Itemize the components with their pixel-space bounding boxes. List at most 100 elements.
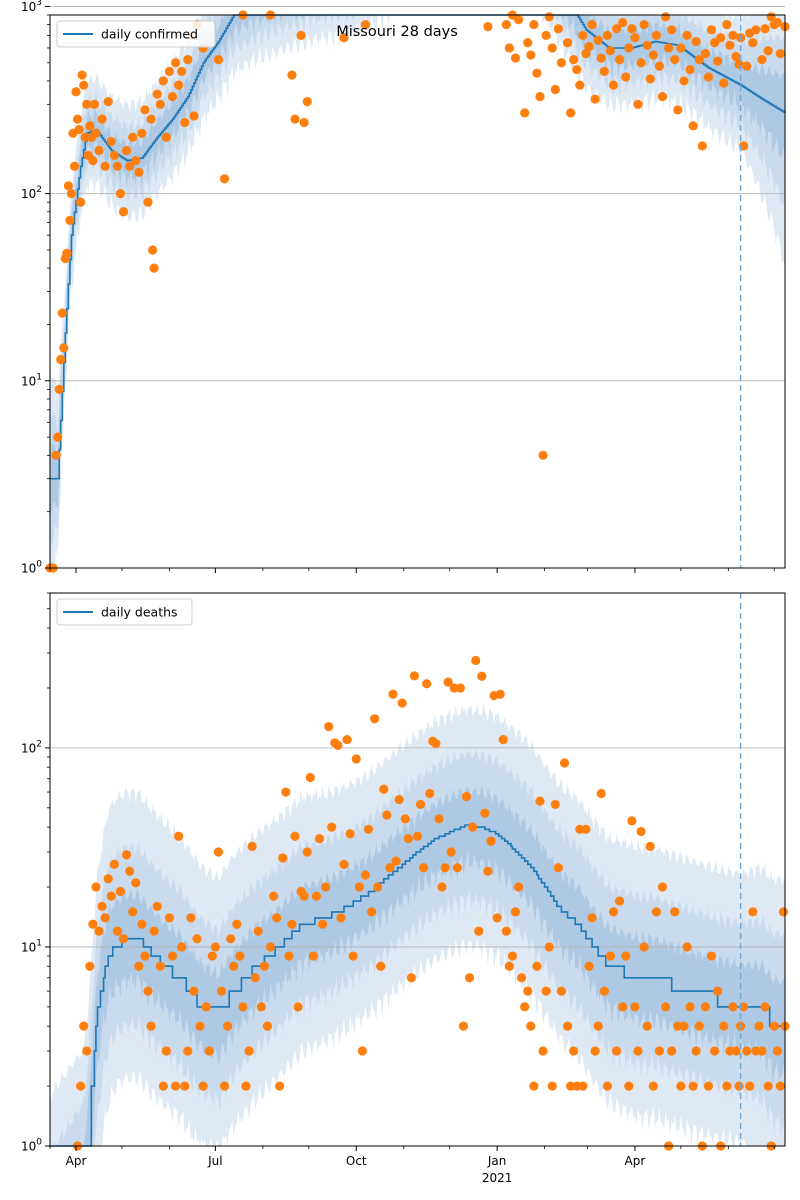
confirmed-observed-point	[667, 25, 677, 35]
deaths-observed-point	[550, 799, 560, 810]
confirmed-observed-point	[596, 53, 606, 63]
deaths-observed-point	[703, 1081, 714, 1091]
confirmed-observed-point	[183, 54, 193, 65]
deaths-observed-point	[578, 1081, 588, 1091]
confirmed-observed-point	[106, 136, 116, 147]
confirmed-observed-point	[739, 141, 749, 151]
confirmed-observed-point	[504, 43, 514, 53]
deaths-legend: daily deaths	[56, 598, 193, 626]
confirmed-observed-point	[69, 161, 80, 171]
deaths-observed-point	[174, 831, 184, 841]
confirmed-observed-point	[53, 432, 63, 442]
deaths-observed-point	[79, 1021, 89, 1031]
deaths-observed-point	[639, 942, 649, 952]
confirmed-observed-point	[501, 19, 511, 30]
deaths-observed-point	[569, 1046, 579, 1056]
deaths-observed-point	[180, 1081, 190, 1091]
deaths-observed-point	[642, 1021, 652, 1031]
confirmed-observed-point	[109, 150, 119, 161]
confirmed-observed-point	[709, 38, 720, 48]
deaths-y-tick-label: 100	[21, 1138, 42, 1154]
deaths-observed-point	[520, 1002, 530, 1012]
confirmed-observed-point	[189, 111, 199, 121]
confirmed-observed-point	[100, 161, 110, 171]
deaths-observed-point	[290, 831, 300, 841]
x-tick-label: Jul	[207, 1154, 222, 1168]
deaths-observed-point	[541, 986, 551, 996]
confirmed-observed-point	[483, 22, 493, 32]
deaths-observed-point	[128, 907, 138, 917]
deaths-observed-point	[745, 1081, 755, 1091]
confirmed-observed-point	[772, 17, 782, 28]
deaths-observed-point	[198, 1081, 208, 1091]
deaths-observed-point	[691, 1046, 701, 1056]
deaths-observed-point	[183, 1046, 193, 1056]
confirmed-observed-point	[287, 70, 297, 80]
deaths-observed-point	[314, 834, 325, 844]
deaths-observed-point	[259, 961, 269, 971]
deaths-observed-point	[412, 831, 423, 841]
deaths-observed-point	[131, 878, 141, 888]
deaths-observed-point	[201, 1002, 211, 1012]
confirmed-observed-point	[339, 33, 349, 43]
deaths-observed-point	[556, 986, 567, 996]
confirmed-observed-point	[302, 97, 312, 107]
confirmed-observed-point	[164, 66, 175, 76]
deaths-observed-point	[149, 926, 159, 936]
confirmed-observed-point	[633, 99, 643, 109]
confirmed-y-tick-label: 103	[21, 0, 42, 14]
confirmed-observed-point	[728, 30, 738, 41]
confirmed-x-ticks	[49, 568, 775, 573]
confirmed-observed-point	[529, 19, 539, 30]
deaths-observed-point	[284, 951, 294, 961]
deaths-observed-point	[82, 1046, 92, 1056]
confirmed-observed-point	[775, 48, 786, 59]
deaths-observed-point	[778, 907, 789, 917]
deaths-observed-point	[302, 847, 312, 857]
confirmed-observed-point	[62, 248, 72, 258]
deaths-observed-point	[317, 919, 328, 929]
deaths-observed-point	[366, 907, 377, 917]
deaths-model-line	[50, 824, 785, 1147]
deaths-observed-point	[287, 919, 297, 929]
deaths-observed-point	[370, 714, 380, 724]
deaths-observed-point	[734, 1081, 744, 1091]
deaths-observed-point	[657, 882, 668, 892]
deaths-band-2	[50, 748, 785, 1146]
confirmed-observed-point	[624, 43, 634, 53]
confirmed-observed-point	[664, 43, 674, 53]
deaths-observed-point	[763, 1081, 773, 1091]
confirmed-observed-point	[742, 61, 752, 71]
confirmed-observed-point	[575, 80, 585, 90]
deaths-observed-point	[397, 698, 407, 708]
confirmed-observed-point	[605, 46, 616, 56]
deaths-observed-point	[559, 758, 570, 768]
deaths-observed-point	[379, 784, 389, 794]
confirmed-observed-point	[547, 43, 557, 53]
deaths-observed-point	[186, 913, 196, 923]
confirmed-observed-point	[51, 450, 61, 460]
confirmed-observed-point	[636, 58, 646, 68]
deaths-observed-point	[492, 913, 502, 923]
deaths-observed-point	[94, 926, 104, 936]
confirmed-observed-point	[74, 124, 84, 135]
confirmed-observed-point	[703, 72, 714, 82]
deaths-observed-point	[547, 1081, 557, 1091]
deaths-observed-point	[376, 961, 386, 971]
deaths-observed-point	[137, 919, 147, 929]
deaths-observed-point	[238, 1002, 248, 1012]
deaths-observed-point	[446, 847, 456, 857]
deaths-observed-point	[760, 1002, 770, 1012]
confirmed-observed-point	[88, 156, 98, 166]
confirmed-observed-point	[748, 38, 758, 48]
deaths-observed-point	[216, 986, 227, 996]
deaths-observed-point	[731, 1046, 741, 1056]
deaths-observed-point	[477, 671, 487, 681]
deaths-observed-point	[431, 739, 441, 749]
deaths-observed-point	[461, 791, 472, 802]
confirmed-observed-point	[685, 64, 695, 75]
deaths-observed-point	[348, 951, 358, 961]
confirmed-observed-point	[550, 84, 560, 95]
confirmed-observed-point	[56, 354, 66, 365]
deaths-observed-point	[602, 1081, 612, 1091]
